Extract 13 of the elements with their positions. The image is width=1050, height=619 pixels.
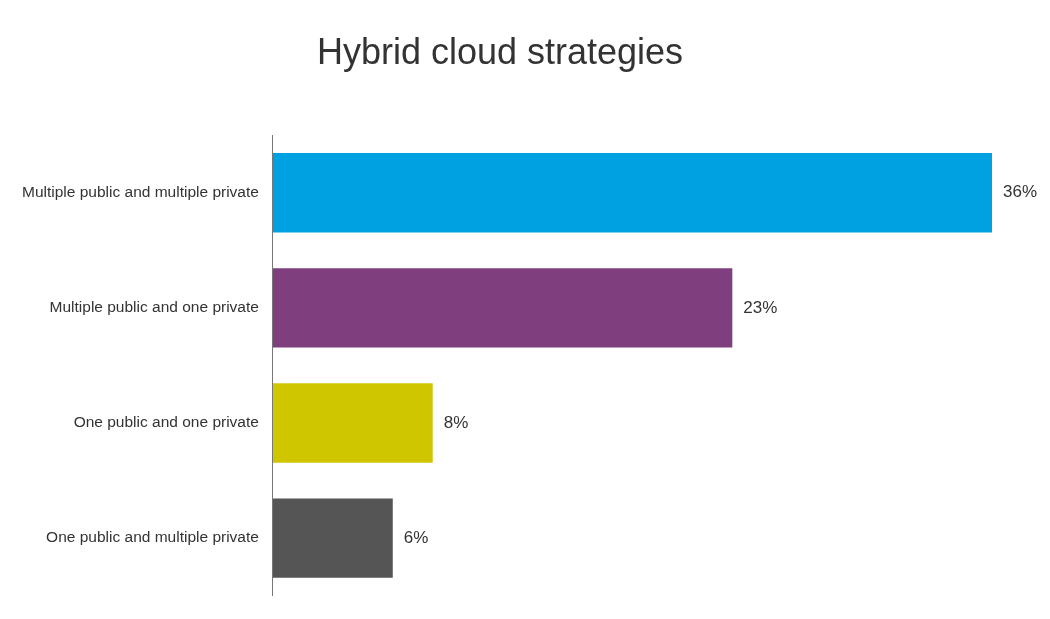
y-tick-label: One public and multiple private — [46, 528, 259, 546]
y-tick-label: Multiple public and one private — [49, 298, 259, 316]
data-label: 6% — [403, 527, 429, 547]
bar — [272, 383, 433, 463]
data-label: 36% — [1003, 182, 1038, 202]
y-tick-label: Multiple public and multiple private — [21, 183, 259, 201]
bar — [272, 498, 393, 578]
chart-title: Hybrid cloud strategies — [316, 30, 684, 72]
bar — [272, 268, 733, 348]
bar — [272, 153, 992, 233]
data-label: 23% — [743, 297, 778, 317]
y-tick-label: One public and one private — [73, 413, 259, 431]
data-label: 8% — [443, 412, 469, 432]
